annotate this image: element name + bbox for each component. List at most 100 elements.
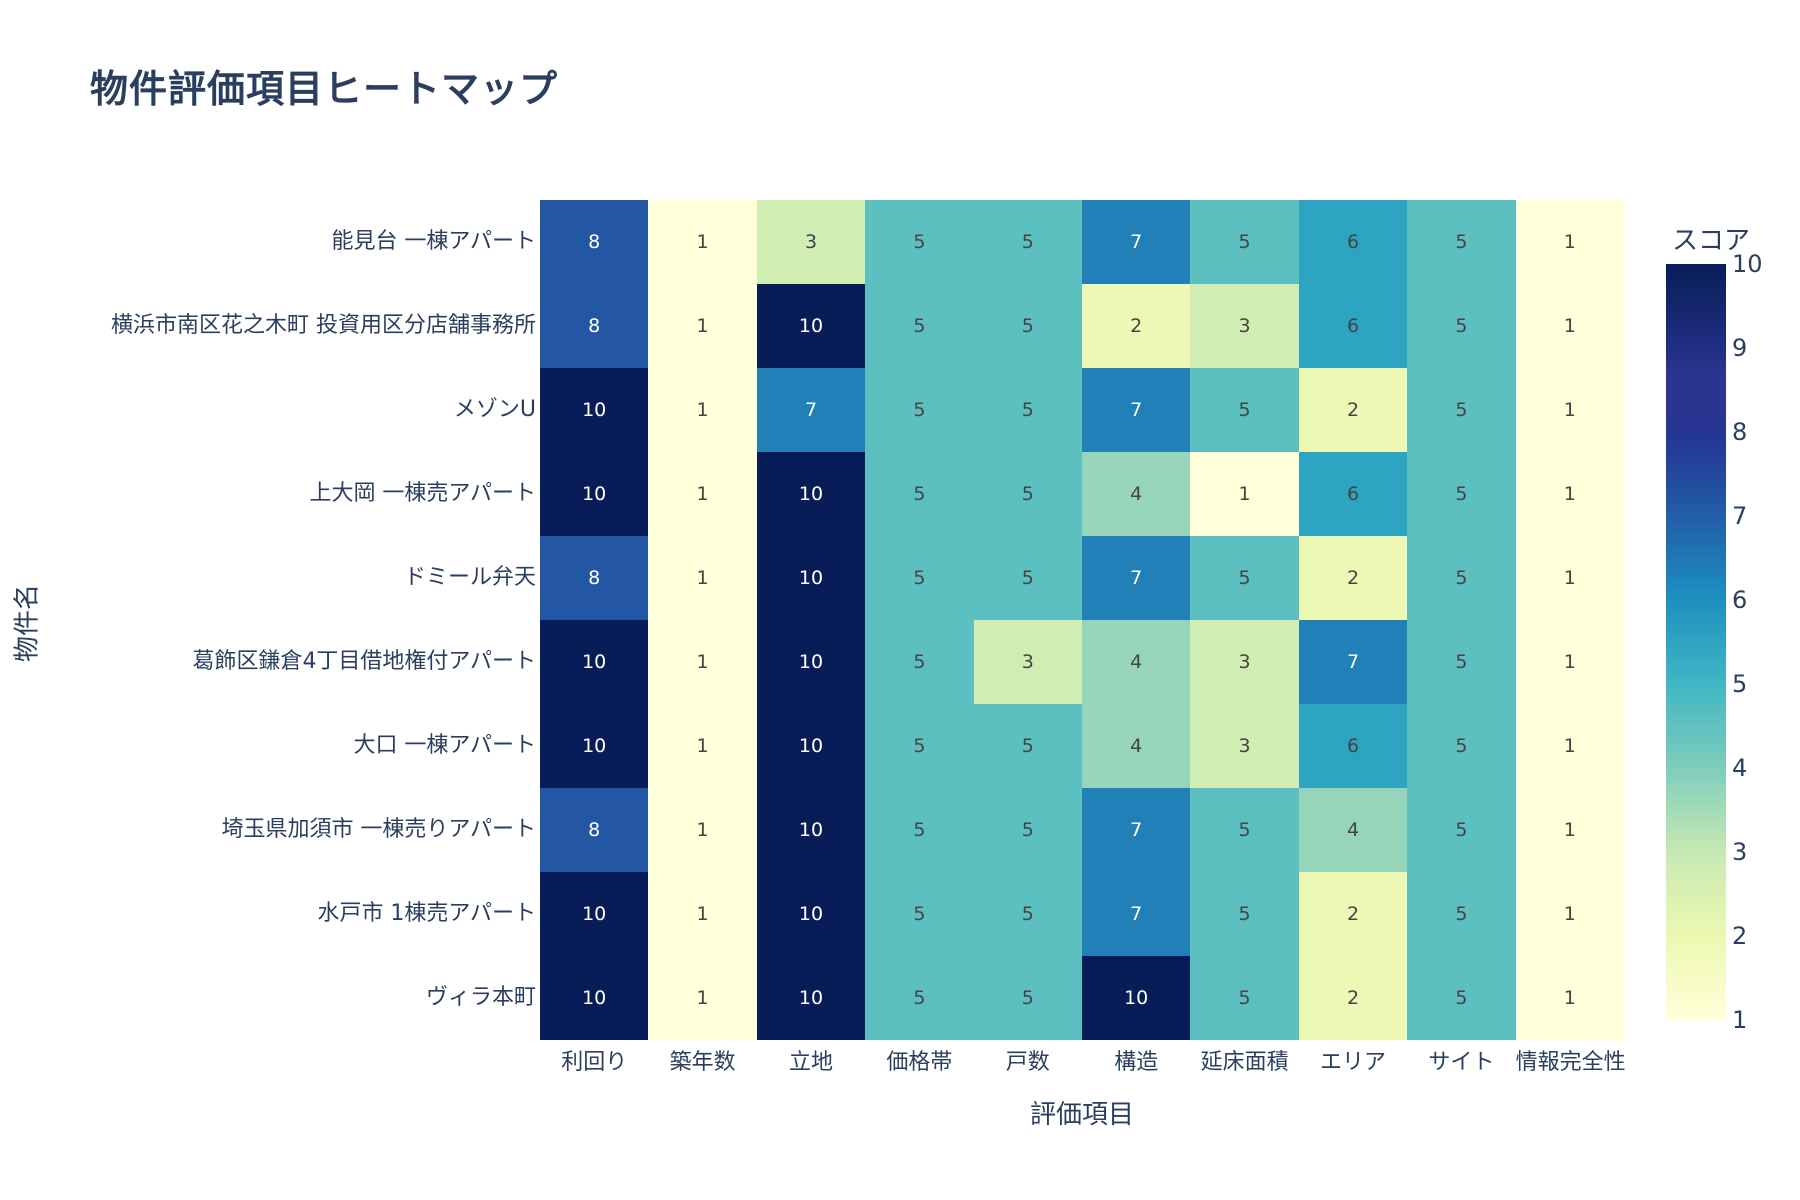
heatmap-cell[interactable]: 5	[973, 956, 1082, 1040]
heatmap-cell[interactable]: 5	[1190, 872, 1299, 956]
heatmap-cell[interactable]: 10	[540, 872, 649, 956]
heatmap-cell[interactable]: 5	[973, 284, 1082, 368]
heatmap-cell[interactable]: 5	[865, 788, 974, 872]
heatmap-cell[interactable]: 10	[540, 368, 649, 452]
heatmap-cell[interactable]: 1	[648, 620, 757, 704]
heatmap-cell[interactable]: 5	[865, 536, 974, 620]
heatmap-cell[interactable]: 2	[1298, 536, 1408, 620]
heatmap-cell[interactable]: 1	[1515, 452, 1624, 536]
heatmap-cell[interactable]: 5	[1190, 200, 1299, 284]
heatmap-cell[interactable]: 6	[1298, 200, 1408, 284]
heatmap-cell[interactable]: 5	[865, 956, 974, 1040]
heatmap-cell[interactable]: 1	[1515, 200, 1624, 284]
heatmap-cell[interactable]: 5	[1190, 368, 1299, 452]
heatmap-cell[interactable]: 5	[973, 200, 1082, 284]
heatmap-cell[interactable]: 1	[648, 200, 757, 284]
heatmap-cell[interactable]: 5	[1407, 956, 1516, 1040]
heatmap-cell[interactable]: 1	[1515, 704, 1624, 788]
heatmap-cell[interactable]: 3	[756, 200, 866, 284]
heatmap-cell[interactable]: 1	[648, 788, 757, 872]
heatmap-cell[interactable]: 1	[648, 284, 757, 368]
heatmap-cell[interactable]: 10	[756, 788, 866, 872]
heatmap-cell[interactable]: 10	[540, 620, 649, 704]
heatmap-cell[interactable]: 2	[1298, 956, 1408, 1040]
heatmap-cell[interactable]: 5	[1190, 536, 1299, 620]
heatmap-cell[interactable]: 6	[1298, 284, 1408, 368]
heatmap-cell[interactable]: 6	[1298, 452, 1408, 536]
heatmap-cell[interactable]: 7	[756, 368, 866, 452]
heatmap-cell[interactable]: 5	[865, 200, 974, 284]
heatmap-cell[interactable]: 5	[865, 620, 974, 704]
heatmap-cell[interactable]: 3	[1190, 704, 1299, 788]
heatmap-cell[interactable]: 2	[1298, 368, 1408, 452]
heatmap-cell[interactable]: 8	[540, 284, 649, 368]
heatmap-cell[interactable]: 5	[1407, 452, 1516, 536]
heatmap-cell[interactable]: 1	[648, 452, 757, 536]
heatmap-cell[interactable]: 5	[973, 536, 1082, 620]
heatmap-cell[interactable]: 5	[865, 452, 974, 536]
heatmap-cell[interactable]: 10	[756, 956, 866, 1040]
heatmap-cell[interactable]: 5	[973, 368, 1082, 452]
heatmap-cell[interactable]: 5	[1407, 536, 1516, 620]
heatmap-cell[interactable]: 2	[1082, 284, 1191, 368]
heatmap-cell[interactable]: 5	[865, 284, 974, 368]
heatmap-cell[interactable]: 1	[1515, 368, 1624, 452]
heatmap-cell[interactable]: 5	[1190, 956, 1299, 1040]
heatmap-cell[interactable]: 4	[1082, 704, 1191, 788]
heatmap-cell[interactable]: 10	[756, 452, 866, 536]
heatmap-cell[interactable]: 10	[756, 872, 866, 956]
heatmap-cell[interactable]: 10	[756, 620, 866, 704]
heatmap-cell[interactable]: 10	[540, 452, 649, 536]
heatmap-cell[interactable]: 1	[648, 368, 757, 452]
heatmap-cell[interactable]: 1	[1190, 452, 1299, 536]
heatmap-cell[interactable]: 7	[1298, 620, 1408, 704]
heatmap-cell[interactable]: 1	[648, 704, 757, 788]
heatmap-cell[interactable]: 10	[540, 956, 649, 1040]
heatmap-cell[interactable]: 3	[973, 620, 1082, 704]
heatmap-cell[interactable]: 5	[1407, 788, 1516, 872]
heatmap-cell[interactable]: 8	[540, 788, 649, 872]
heatmap-cell[interactable]: 5	[865, 872, 974, 956]
heatmap-cell[interactable]: 2	[1298, 872, 1408, 956]
heatmap-cell[interactable]: 5	[973, 872, 1082, 956]
heatmap-cell[interactable]: 5	[1407, 284, 1516, 368]
heatmap-cell[interactable]: 5	[1407, 368, 1516, 452]
heatmap-cell[interactable]: 7	[1082, 872, 1191, 956]
heatmap-cell[interactable]: 5	[865, 368, 974, 452]
heatmap-cell[interactable]: 1	[1515, 536, 1624, 620]
heatmap-cell[interactable]: 5	[1407, 200, 1516, 284]
heatmap-cell[interactable]: 5	[1190, 788, 1299, 872]
heatmap-cell[interactable]: 7	[1082, 536, 1191, 620]
heatmap-cell[interactable]: 5	[1407, 872, 1516, 956]
heatmap-cell[interactable]: 5	[1407, 620, 1516, 704]
heatmap-cell[interactable]: 1	[1515, 284, 1624, 368]
heatmap-cell[interactable]: 1	[1515, 788, 1624, 872]
heatmap-cell[interactable]: 1	[648, 536, 757, 620]
heatmap-cell[interactable]: 3	[1190, 620, 1299, 704]
heatmap-cell[interactable]: 8	[540, 200, 649, 284]
heatmap-cell[interactable]: 1	[648, 956, 757, 1040]
heatmap-cell[interactable]: 4	[1082, 452, 1191, 536]
heatmap-cell[interactable]: 10	[756, 536, 866, 620]
heatmap-plot-area[interactable]: 8 1 3 5 5 7 5 6 5 1 8 1 10 5 5 2 3 6 5 1 10 1 7 5 5 7 5 2 5 1 10 1 10 5 5 4…	[540, 200, 1624, 1040]
heatmap-cell[interactable]: 1	[1515, 956, 1624, 1040]
heatmap-cell[interactable]: 10	[1082, 956, 1191, 1040]
heatmap-cell[interactable]: 10	[756, 284, 866, 368]
heatmap-cell[interactable]: 1	[1515, 872, 1624, 956]
heatmap-grid[interactable]: 8 1 3 5 5 7 5 6 5 1 8 1 10 5 5 2 3 6 5 1 10 1 7 5 5 7 5 2 5 1 10 1 10 5 5 4…	[540, 200, 1624, 1040]
heatmap-cell[interactable]: 10	[756, 704, 866, 788]
heatmap-cell[interactable]: 5	[973, 704, 1082, 788]
heatmap-cell[interactable]: 5	[973, 452, 1082, 536]
heatmap-cell[interactable]: 1	[1515, 620, 1624, 704]
heatmap-cell[interactable]: 6	[1298, 704, 1408, 788]
heatmap-cell[interactable]: 5	[1407, 704, 1516, 788]
heatmap-cell[interactable]: 8	[540, 536, 649, 620]
heatmap-cell[interactable]: 5	[973, 788, 1082, 872]
heatmap-cell[interactable]: 7	[1082, 200, 1191, 284]
heatmap-cell[interactable]: 5	[865, 704, 974, 788]
heatmap-cell[interactable]: 7	[1082, 788, 1191, 872]
heatmap-cell[interactable]: 1	[648, 872, 757, 956]
heatmap-cell[interactable]: 3	[1190, 284, 1299, 368]
heatmap-cell[interactable]: 7	[1082, 368, 1191, 452]
heatmap-cell[interactable]: 4	[1298, 788, 1408, 872]
